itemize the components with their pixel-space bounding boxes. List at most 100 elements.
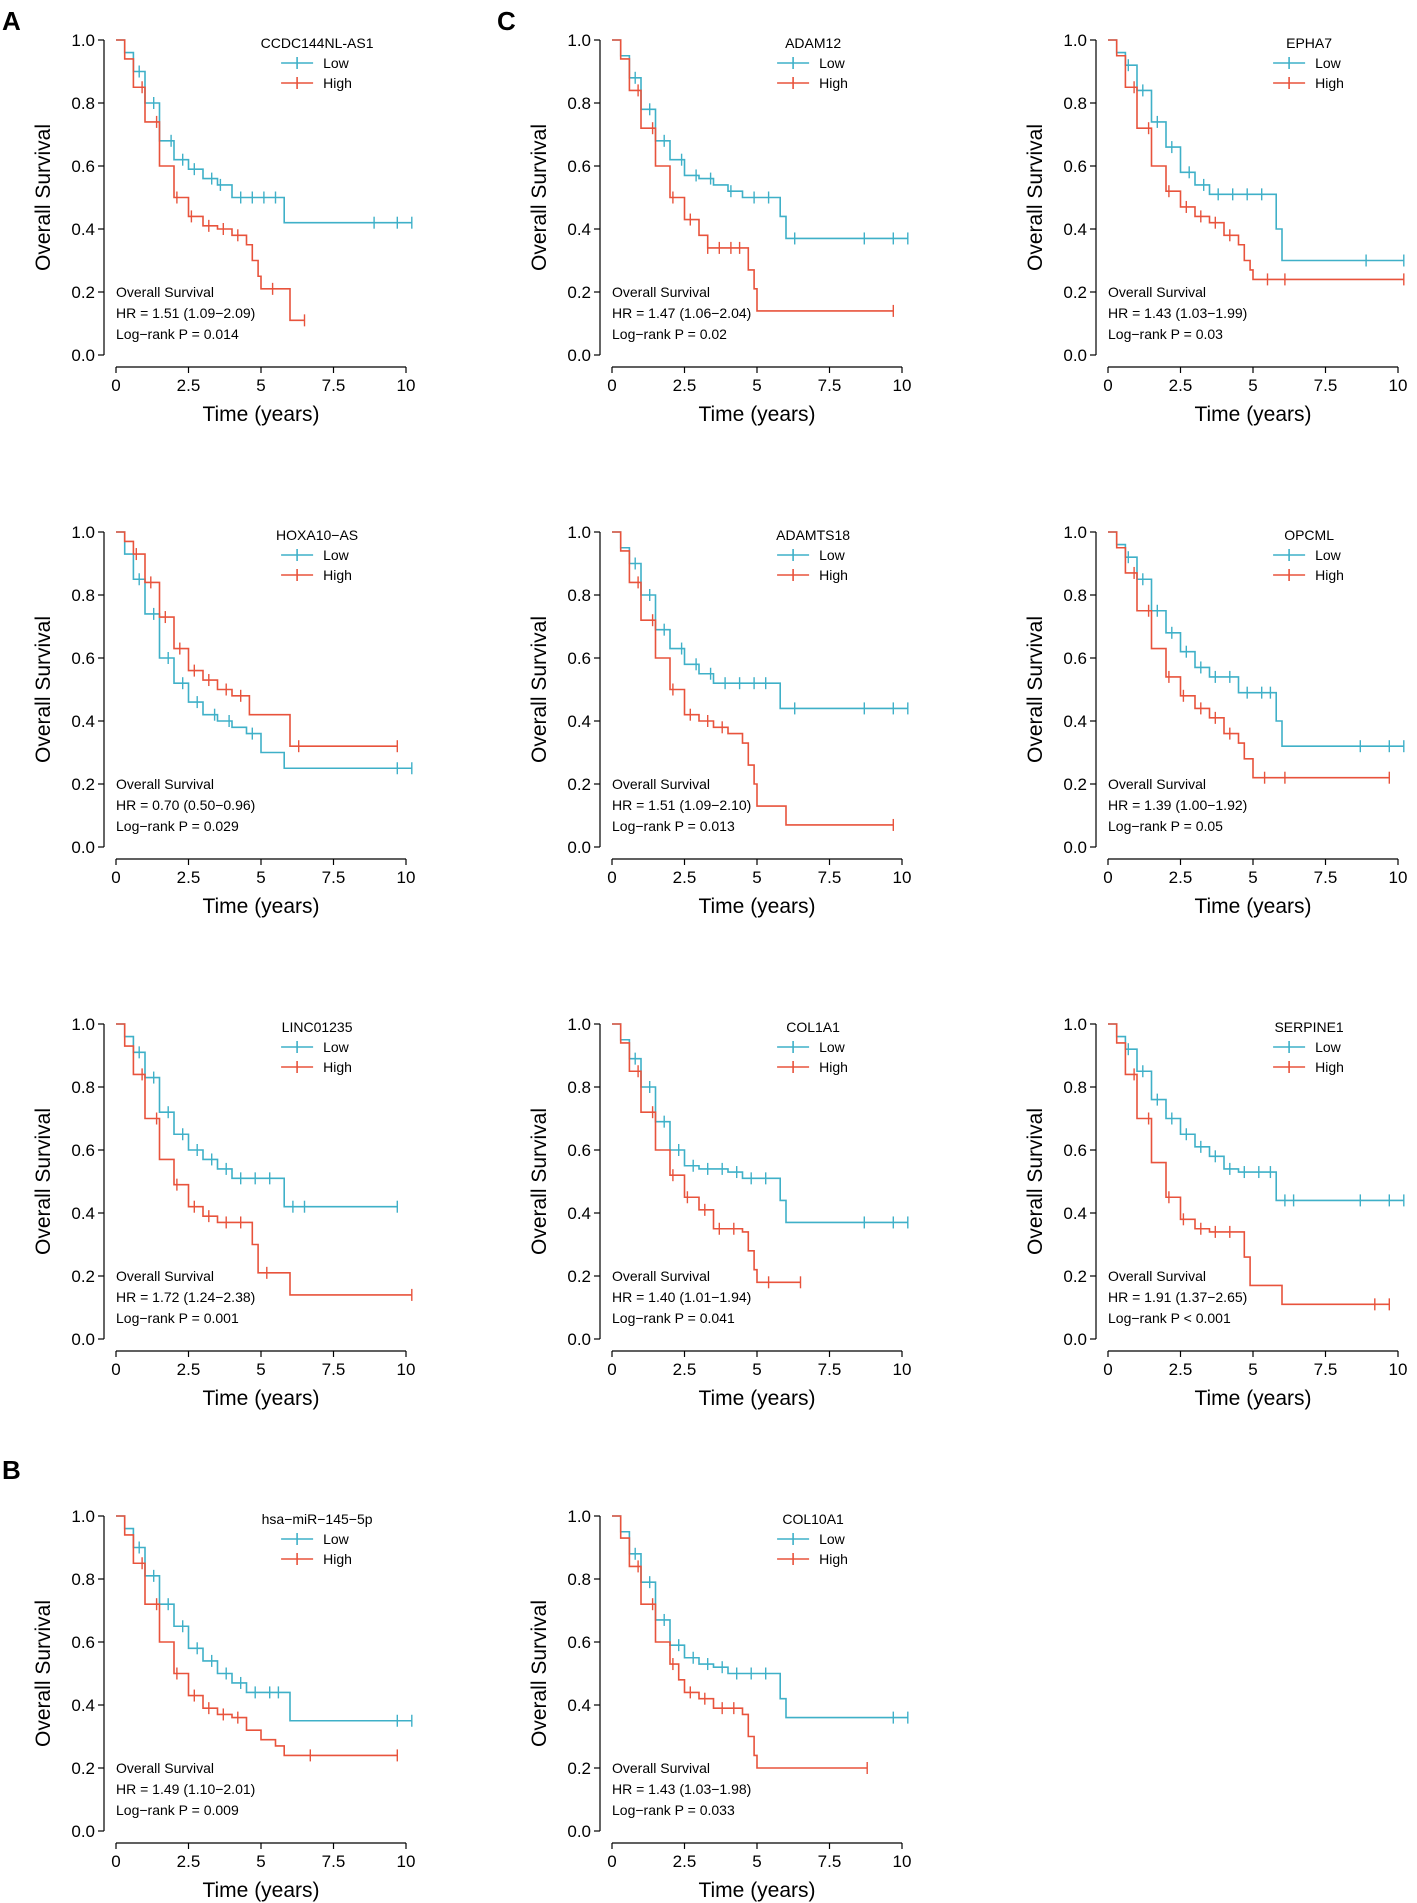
y-tick-label: 0.2 [567,1759,591,1778]
y-axis-title: Overall Survival [528,616,551,763]
y-tick-label: 0.8 [567,1570,591,1589]
y-tick-label: 0.6 [567,157,591,176]
y-tick-label: 0.8 [567,94,591,113]
km-plot: 0.0 0.2 0.4 0.6 0.8 1.0 0 2.5 5 7.5 10 Time (years)… [1024,523,1407,918]
legend-label: Low [323,1039,350,1055]
legend-title: EPHA7 [1286,35,1332,51]
y-tick-label: 1.0 [1063,523,1087,542]
legend-label: High [1315,1059,1344,1075]
stat-line: HR = 1.43 (1.03−1.99) [1108,305,1247,321]
x-tick-label: 2.5 [673,868,697,887]
km-plot: 0.0 0.2 0.4 0.6 0.8 1.0 0 2.5 5 7.5 10 Time (years)… [528,1507,911,1902]
survival-curve-high [612,1515,868,1769]
survival-curve-high [1108,39,1404,281]
y-axis-title: Overall Survival [1024,1108,1047,1255]
stat-line: Log−rank P = 0.041 [612,1310,735,1326]
survival-curve-low [116,1023,398,1208]
y-tick-label: 0.0 [1063,838,1087,857]
survival-curve-low [612,531,908,710]
x-tick-label: 10 [893,868,912,887]
survival-curve-high [116,1023,412,1296]
y-tick-label: 1.0 [1063,1015,1087,1034]
stat-line: HR = 1.72 (1.24−2.38) [116,1289,255,1305]
y-tick-label: 0.4 [567,1204,591,1223]
x-tick-label: 7.5 [322,1360,346,1379]
km-plot: 0.0 0.2 0.4 0.6 0.8 1.0 0 2.5 5 7.5 10 Time (years)… [1024,1015,1407,1410]
y-axis-title: Overall Survival [528,1600,551,1747]
stat-line: HR = 1.51 (1.09−2.09) [116,305,255,321]
stat-line: Overall Survival [1108,1268,1206,1284]
panel-letter-b: B [2,1455,21,1485]
x-tick-label: 5 [256,376,265,395]
stat-line: HR = 1.40 (1.01−1.94) [612,1289,751,1305]
y-tick-label: 0.2 [71,283,95,302]
y-tick-label: 0.8 [1063,1078,1087,1097]
y-tick-label: 0.6 [71,157,95,176]
x-tick-label: 0 [607,868,616,887]
x-tick-label: 10 [397,376,416,395]
x-axis-title: Time (years) [202,403,319,426]
legend-label: High [323,1551,352,1567]
legend-title: COL10A1 [782,1511,844,1527]
x-tick-label: 5 [1248,1360,1257,1379]
stat-line: HR = 0.70 (0.50−0.96) [116,797,255,813]
x-tick-label: 2.5 [673,376,697,395]
legend-title: ADAM12 [785,35,841,51]
y-tick-label: 0.4 [1063,220,1087,239]
x-tick-label: 10 [893,1360,912,1379]
y-tick-label: 1.0 [71,1015,95,1034]
x-tick-label: 7.5 [322,868,346,887]
y-tick-label: 1.0 [71,523,95,542]
stat-line: Overall Survival [612,284,710,300]
legend-label: Low [819,547,846,563]
survival-curve-low [612,1023,908,1224]
y-tick-label: 0.6 [71,1141,95,1160]
plot-grid: 0.0 0.2 0.4 0.6 0.8 1.0 0 2.5 5 7.5 10 Time (years)… [32,31,1407,1902]
x-tick-label: 10 [397,1360,416,1379]
km-plot: 0.0 0.2 0.4 0.6 0.8 1.0 0 2.5 5 7.5 10 Time (years)… [1024,31,1407,426]
y-tick-label: 0.6 [567,1141,591,1160]
x-axis-title: Time (years) [202,1879,319,1902]
y-tick-label: 0.2 [71,1759,95,1778]
stat-line: HR = 1.39 (1.00−1.92) [1108,797,1247,813]
x-tick-label: 5 [752,1360,761,1379]
y-tick-label: 0.2 [567,1267,591,1286]
y-axis-title: Overall Survival [32,1600,55,1747]
legend-title: SERPINE1 [1274,1019,1343,1035]
stat-line: Overall Survival [116,776,214,792]
legend-title: hsa−miR−145−5p [262,1511,373,1527]
survival-curve-high [612,531,894,826]
x-tick-label: 5 [1248,868,1257,887]
y-tick-label: 0.6 [71,1633,95,1652]
y-tick-label: 0.2 [567,775,591,794]
km-plot: 0.0 0.2 0.4 0.6 0.8 1.0 0 2.5 5 7.5 10 Time (years)… [32,1015,415,1410]
x-axis-title: Time (years) [202,1387,319,1410]
y-tick-label: 0.2 [71,775,95,794]
survival-curve-low [612,1515,908,1719]
stat-line: HR = 1.49 (1.10−2.01) [116,1781,255,1797]
y-tick-label: 0.0 [1063,346,1087,365]
x-axis-title: Time (years) [698,403,815,426]
legend-label: Low [323,1531,350,1547]
y-tick-label: 1.0 [1063,31,1087,50]
legend-title: ADAMTS18 [776,527,850,543]
x-tick-label: 7.5 [322,1852,346,1871]
survival-curve-high [1108,1023,1390,1306]
x-tick-label: 7.5 [322,376,346,395]
y-tick-label: 0.8 [567,586,591,605]
stat-line: Log−rank P = 0.03 [1108,326,1223,342]
x-tick-label: 10 [397,868,416,887]
y-tick-label: 0.4 [1063,1204,1087,1223]
y-tick-label: 0.0 [567,1822,591,1841]
stat-line: Log−rank P = 0.02 [612,326,727,342]
x-tick-label: 7.5 [818,1852,842,1871]
y-tick-label: 1.0 [71,1507,95,1526]
x-tick-label: 2.5 [177,1852,201,1871]
y-tick-label: 0.6 [71,649,95,668]
stat-line: Log−rank P = 0.001 [116,1310,239,1326]
stat-line: Overall Survival [612,1760,710,1776]
y-tick-label: 0.0 [71,1330,95,1349]
y-tick-label: 0.0 [567,838,591,857]
y-tick-label: 0.8 [71,94,95,113]
y-tick-label: 0.6 [1063,1141,1087,1160]
